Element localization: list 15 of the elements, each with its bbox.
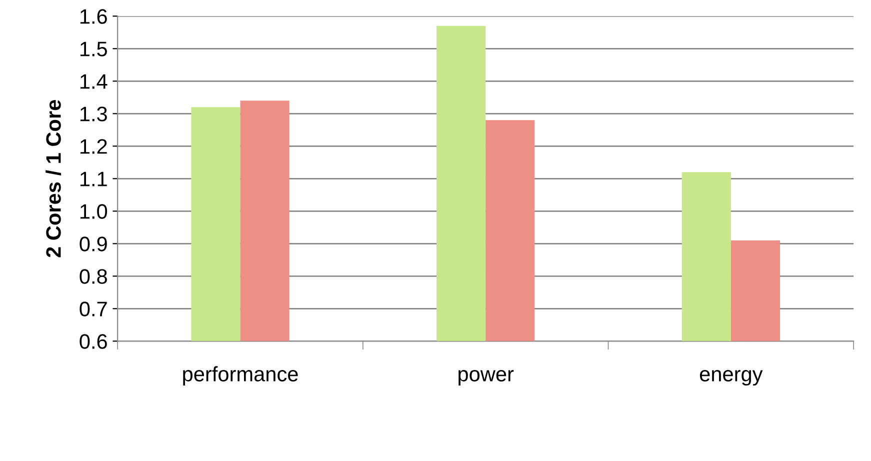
y-tick-label: 0.6 <box>80 334 107 349</box>
y-tick-label: 1.6 <box>80 9 107 24</box>
y-axis-title: 2 Cores / 1 Core <box>46 100 62 258</box>
x-tick-label: power <box>458 370 514 386</box>
y-tick-label: 1.5 <box>80 42 107 56</box>
y-tick-label: 0.9 <box>80 236 107 252</box>
y-tick-label: 1.4 <box>80 74 108 89</box>
y-tick-label: 0.7 <box>80 302 107 316</box>
x-tick-label: performance <box>183 366 298 386</box>
y-tick-label: 1.3 <box>80 106 107 122</box>
x-tick-label: energy <box>700 370 763 386</box>
y-tick-label: 1.1 <box>80 172 107 186</box>
y-tick-label: 0.8 <box>80 269 107 284</box>
y-tick-label: 1.0 <box>80 204 108 219</box>
y-tick-label: 1.2 <box>80 139 107 154</box>
